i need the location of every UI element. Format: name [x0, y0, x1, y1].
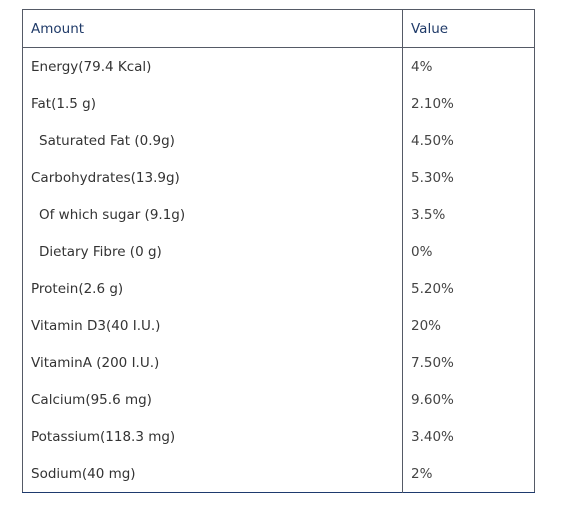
- row-value: 3.5%: [402, 196, 535, 233]
- row-value: 2.10%: [402, 85, 535, 122]
- nutrition-table: Amount Value Energy(79.4 Kcal) 4% Fat(1.…: [22, 9, 535, 493]
- header-amount: Amount: [22, 9, 403, 48]
- row-value: 4%: [402, 47, 535, 85]
- table-row: Protein(2.6 g) 5.20%: [23, 270, 535, 307]
- row-amount: Vitamin D3(40 I.U.): [31, 317, 161, 334]
- table-row: Sodium(40 mg) 2%: [23, 455, 535, 493]
- table-row: Vitamin D3(40 I.U.) 20%: [23, 307, 535, 344]
- table-row: VitaminA (200 I.U.) 7.50%: [23, 344, 535, 381]
- row-amount: Dietary Fibre (0 g): [39, 243, 162, 260]
- row-amount: Of which sugar (9.1g): [39, 206, 186, 223]
- table-row: Fat(1.5 g) 2.10%: [23, 85, 535, 122]
- row-value: 9.60%: [402, 381, 535, 418]
- table-row: Potassium(118.3 mg) 3.40%: [23, 418, 535, 455]
- header-value: Value: [402, 9, 535, 48]
- row-value: 2%: [402, 455, 535, 493]
- nutrition-table-container: Amount Value Energy(79.4 Kcal) 4% Fat(1.…: [22, 9, 535, 493]
- row-amount: Energy(79.4 Kcal): [31, 58, 152, 75]
- table-body: Energy(79.4 Kcal) 4% Fat(1.5 g) 2.10% Sa…: [23, 47, 535, 493]
- row-value: 3.40%: [402, 418, 535, 455]
- row-amount: Protein(2.6 g): [31, 280, 124, 297]
- table-row: Calcium(95.6 mg) 9.60%: [23, 381, 535, 418]
- table-row: Dietary Fibre (0 g) 0%: [23, 233, 535, 270]
- row-value: 5.20%: [402, 270, 535, 307]
- table-row: Of which sugar (9.1g) 3.5%: [23, 196, 535, 233]
- row-amount: Calcium(95.6 mg): [31, 391, 152, 408]
- row-value: 20%: [402, 307, 535, 344]
- row-amount: Carbohydrates(13.9g): [31, 169, 180, 186]
- row-amount: Sodium(40 mg): [31, 465, 136, 482]
- table-row: Saturated Fat (0.9g) 4.50%: [23, 122, 535, 159]
- table-row: Energy(79.4 Kcal) 4%: [23, 47, 535, 85]
- row-amount: Fat(1.5 g): [31, 95, 96, 112]
- row-value: 7.50%: [402, 344, 535, 381]
- table-header-row: Amount Value: [22, 9, 535, 48]
- row-value: 5.30%: [402, 159, 535, 196]
- row-amount: Saturated Fat (0.9g): [39, 132, 175, 149]
- row-amount: VitaminA (200 I.U.): [31, 354, 160, 371]
- row-value: 4.50%: [402, 122, 535, 159]
- table-row: Carbohydrates(13.9g) 5.30%: [23, 159, 535, 196]
- row-value: 0%: [402, 233, 535, 270]
- row-amount: Potassium(118.3 mg): [31, 428, 176, 445]
